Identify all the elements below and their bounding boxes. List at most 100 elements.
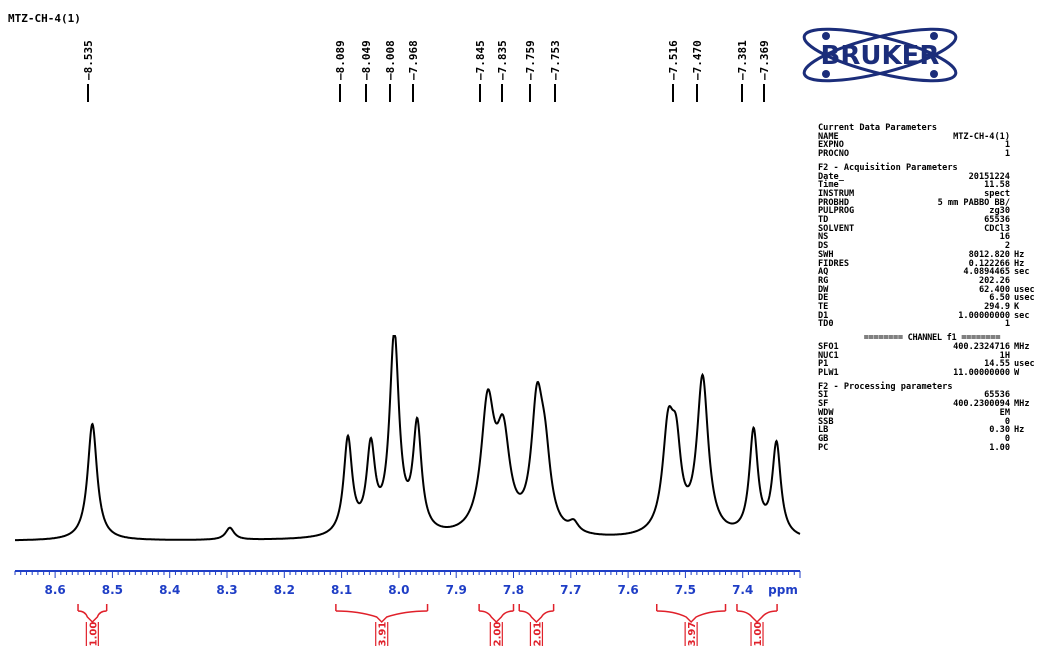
current-params-title: Current Data Parameters (818, 123, 937, 133)
param-row: DE 6.50 usec (818, 294, 1046, 303)
logo-dot (930, 32, 938, 40)
peak-label: —7.968 (407, 40, 420, 80)
param-value: 11.00000000 (953, 367, 1010, 378)
param-unit (1014, 435, 1046, 444)
peak-label: —8.089 (334, 40, 347, 80)
param-unit (1014, 181, 1046, 190)
param-name: NAME (818, 131, 839, 142)
param-value: 0.30 (989, 425, 1010, 436)
param-row: Time 11.58 (818, 181, 1046, 190)
integral-bracket-curve (519, 610, 554, 624)
tick-label: 8.2 (274, 583, 295, 597)
param-value: 1.00 (989, 442, 1010, 453)
param-row: TD0 1 (818, 320, 1046, 329)
param-row: TE 294.9 K (818, 303, 1046, 312)
param-unit: sec (1014, 310, 1030, 321)
param-row: DW 62.400 usec (818, 284, 1046, 295)
param-value: 8012.820 (968, 249, 1010, 260)
param-row: LB 0.30 Hz (818, 426, 1046, 435)
tick-label: 7.8 (503, 583, 524, 597)
param-unit: Hz (1014, 249, 1025, 260)
param-row: AQ 4.0894465 sec (818, 268, 1046, 277)
processing-params-title: F2 - Processing parameters (818, 381, 953, 392)
peak-label: —7.516 (667, 40, 680, 80)
integral-value: 2.00 (492, 622, 503, 647)
param-value: 20151224 (968, 171, 1010, 182)
param-value: 1H (999, 350, 1010, 361)
peak-label: —7.759 (524, 40, 537, 80)
param-row: SFO1 400.2324716 MHz (818, 343, 1046, 352)
param-row: FIDRES 0.122266 Hz (818, 258, 1046, 269)
param-row: PC 1.00 (818, 442, 1046, 453)
param-row: INSTRUM spect (818, 190, 1046, 199)
peak-label: —7.845 (474, 40, 487, 80)
param-unit (1014, 225, 1046, 234)
param-value: 0 (1004, 416, 1010, 427)
param-name: PULPROG (818, 206, 855, 217)
processing-params: F2 - Processing parameters SI 65536 SF 400.… (818, 381, 1046, 453)
param-name: SF (818, 399, 829, 410)
param-row: SWH 8012.820 Hz (818, 251, 1046, 260)
current-params: Current Data Parameters NAME MTZ-CH-4(1) E… (818, 124, 1046, 159)
param-row: SF 400.2300094 MHz (818, 400, 1046, 409)
axis-label: ppm (768, 583, 798, 597)
param-name: PLW1 (818, 367, 839, 378)
param-name: SI (818, 390, 829, 401)
param-name: PROBHD (818, 197, 850, 208)
param-unit (1014, 320, 1046, 329)
param-unit (1014, 444, 1046, 453)
logo-text: BRUKER (821, 41, 940, 71)
param-row: TD 65536 (818, 216, 1046, 225)
acquisition-params: F2 - Acquisition Parameters Date_ 2015122… (818, 164, 1046, 329)
param-value: 294.9 (984, 302, 1010, 313)
param-name: P1 (818, 359, 829, 370)
param-value: CDCl3 (984, 223, 1010, 234)
param-unit: K (1014, 302, 1020, 313)
integral-bracket-curve (479, 610, 514, 624)
integral-value: 2.01 (532, 622, 543, 647)
param-row: NS 16 (818, 233, 1046, 242)
param-unit: Hz (1014, 258, 1025, 269)
integral-value: 1.00 (88, 622, 99, 647)
processing-params-rows: SI 65536 SF 400.2300094 MHz WDW EM SSB 0 LB 0.30 Hz… (818, 391, 1046, 452)
param-name: SWH (818, 249, 834, 260)
channel-params-rows: SFO1 400.2324716 MHz NUC1 1H P1 14.55 usec PLW1 1… (818, 343, 1046, 378)
param-value: zg30 (989, 206, 1010, 217)
bruker-logo: BRUKER (802, 27, 958, 83)
integrals: 1.00 3.91 2.00 2.01 3.97 1.00 (77, 604, 778, 647)
param-row: EXPNO 1 (818, 141, 1046, 150)
param-name: RG (818, 275, 829, 286)
acquisition-params-rows: Date_ 20151224 Time 11.58 INSTRUM spect PROBHD… (818, 171, 1046, 330)
channel-params-title: ======== CHANNEL f1 ======== (863, 333, 1001, 344)
param-value: 0 (1004, 433, 1010, 444)
param-value: 65536 (984, 215, 1010, 226)
acquisition-params-title: F2 - Acquisition Parameters (818, 162, 958, 173)
param-value: spect (984, 188, 1010, 199)
param-row: D1 1.00000000 sec (818, 312, 1046, 321)
integral-bracket-curve (736, 610, 778, 624)
param-name: SSB (818, 416, 834, 427)
param-name: WDW (818, 407, 834, 418)
param-unit (1014, 233, 1046, 242)
current-params-rows: NAME MTZ-CH-4(1) EXPNO 1 PROCNO 1 (818, 131, 1046, 159)
integral-bracket-curve (78, 610, 107, 624)
param-name: GB (818, 433, 829, 444)
tick-label: 7.6 (617, 583, 638, 597)
param-value: 11.58 (984, 180, 1010, 191)
param-value: EM (999, 407, 1010, 418)
ppm-axis: 8.6 8.5 8.4 8.3 8.2 8.1 8.0 7.9 7.8 7.7 7.6 7.5 7.4 p… (14, 570, 801, 597)
logo-dot (822, 32, 830, 40)
tick-label: 8.1 (331, 583, 352, 597)
param-name: D1 (818, 310, 829, 321)
param-value: MTZ-CH-4(1) (953, 131, 1010, 142)
param-value: 202.26 (978, 275, 1010, 286)
tick-label: 7.4 (732, 583, 753, 597)
param-unit: usec (1014, 284, 1035, 295)
tick-label: 7.5 (675, 583, 696, 597)
param-name: DE (818, 293, 829, 304)
param-unit (1014, 173, 1046, 182)
param-name: TE (818, 302, 829, 313)
param-value: 1 (1004, 140, 1010, 151)
